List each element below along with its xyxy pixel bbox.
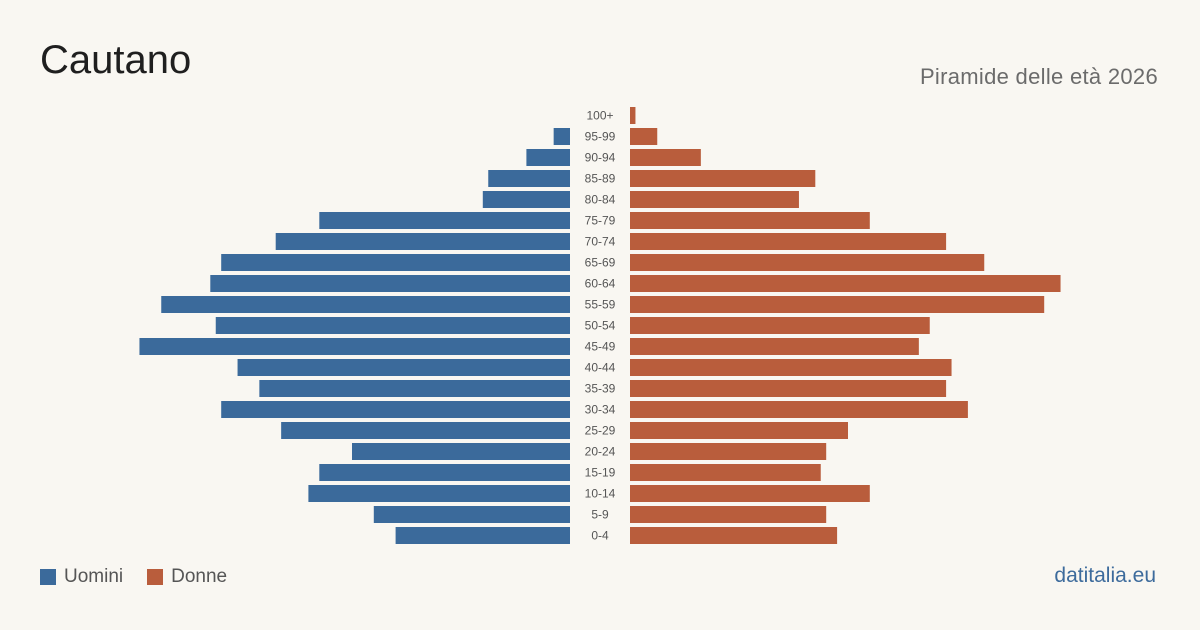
- bar-men-65-69: [221, 254, 570, 271]
- age-label-50-54: 50-54: [585, 319, 616, 333]
- bar-men-70-74: [275, 233, 570, 250]
- bar-women-100plus: [630, 107, 636, 124]
- bar-men-60-64: [210, 275, 571, 292]
- bar-women-10-14: [630, 485, 870, 502]
- bar-women-55-59: [630, 296, 1045, 313]
- bar-women-75-79: [630, 212, 870, 229]
- age-label-0-4: 0-4: [591, 529, 609, 543]
- legend-label-women: Donne: [171, 566, 228, 587]
- bar-men-50-54: [215, 317, 570, 334]
- bar-women-80-84: [630, 191, 799, 208]
- age-label-95-99: 95-99: [585, 130, 616, 144]
- bar-women-95-99: [630, 128, 658, 145]
- bar-women-45-49: [630, 338, 919, 355]
- age-label-80-84: 80-84: [585, 193, 616, 207]
- age-label-30-34: 30-34: [585, 403, 616, 417]
- bar-men-25-29: [281, 422, 570, 439]
- bar-women-5-9: [630, 506, 827, 523]
- bar-men-10-14: [308, 485, 570, 502]
- age-label-55-59: 55-59: [585, 298, 616, 312]
- bar-women-0-4: [630, 527, 838, 544]
- bar-women-15-19: [630, 464, 821, 481]
- bar-men-15-19: [319, 464, 570, 481]
- brand-link[interactable]: datitalia.eu: [1054, 564, 1156, 587]
- age-label-5-9: 5-9: [591, 508, 609, 522]
- age-label-60-64: 60-64: [585, 277, 616, 291]
- legend-item-women: Donne: [147, 566, 227, 588]
- bar-men-85-89: [488, 170, 570, 187]
- age-label-25-29: 25-29: [585, 424, 616, 438]
- bar-women-70-74: [630, 233, 947, 250]
- bar-men-20-24: [352, 443, 570, 460]
- age-label-85-89: 85-89: [585, 172, 616, 186]
- bar-men-40-44: [237, 359, 571, 376]
- bar-women-50-54: [630, 317, 930, 334]
- bar-men-95-99: [553, 128, 570, 145]
- bar-men-90-94: [526, 149, 570, 166]
- bar-men-80-84: [482, 191, 570, 208]
- bar-women-20-24: [630, 443, 827, 460]
- chart-subtitle: Piramide delle età 2026: [919, 64, 1158, 89]
- bar-women-85-89: [630, 170, 816, 187]
- bar-men-45-49: [139, 338, 570, 355]
- bar-women-60-64: [630, 275, 1061, 292]
- bar-men-35-39: [259, 380, 570, 397]
- bar-men-75-79: [319, 212, 570, 229]
- legend-label-men: Uomini: [64, 566, 124, 587]
- age-label-20-24: 20-24: [585, 445, 616, 459]
- age-label-100plus: 100+: [586, 109, 613, 123]
- age-label-40-44: 40-44: [585, 361, 616, 375]
- bar-men-30-34: [221, 401, 570, 418]
- bar-men-0-4: [395, 527, 570, 544]
- bar-women-90-94: [630, 149, 701, 166]
- bar-men-55-59: [161, 296, 570, 313]
- age-label-45-49: 45-49: [585, 340, 616, 354]
- age-label-15-19: 15-19: [585, 466, 616, 480]
- bar-women-25-29: [630, 422, 848, 439]
- age-label-10-14: 10-14: [585, 487, 616, 501]
- bar-men-5-9: [373, 506, 570, 523]
- legend-swatch-men: [40, 569, 56, 585]
- age-label-70-74: 70-74: [585, 235, 616, 249]
- bar-women-65-69: [630, 254, 985, 271]
- legend-swatch-women: [147, 569, 164, 585]
- age-label-65-69: 65-69: [585, 256, 616, 270]
- legend-item-men: Uomini: [40, 566, 123, 588]
- bar-women-30-34: [630, 401, 968, 418]
- age-label-35-39: 35-39: [585, 382, 616, 396]
- bar-women-35-39: [630, 380, 947, 397]
- bar-women-40-44: [630, 359, 952, 376]
- legend: Uomini Donne: [40, 566, 227, 588]
- age-label-90-94: 90-94: [585, 151, 616, 165]
- age-label-75-79: 75-79: [585, 214, 616, 228]
- page-title: Cautano: [40, 38, 192, 82]
